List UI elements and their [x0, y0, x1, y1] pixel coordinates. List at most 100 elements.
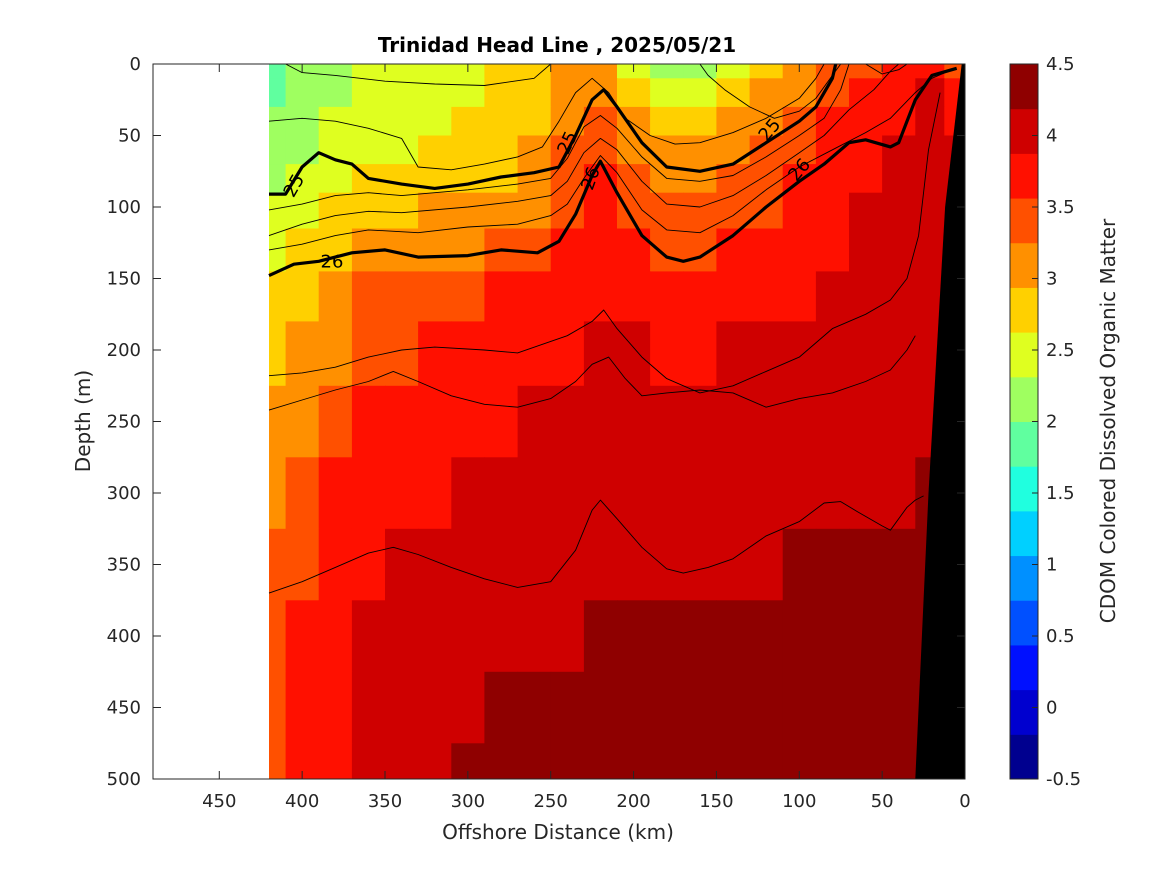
field-cell — [550, 321, 585, 387]
field-cell — [269, 228, 287, 272]
field-cell — [285, 321, 320, 387]
field-cell — [716, 106, 751, 137]
y-tick-label: 500 — [107, 769, 141, 790]
field-cell — [815, 600, 850, 673]
field-cell — [517, 671, 552, 744]
field-cell — [385, 164, 419, 194]
field-cell — [484, 457, 519, 530]
field-cell — [269, 135, 287, 165]
field-cell — [617, 600, 651, 673]
field-cell — [583, 106, 618, 137]
colorbar-tick-label: 0 — [1046, 698, 1057, 719]
field-cell — [385, 321, 419, 387]
colorbar-swatch — [1010, 153, 1038, 199]
isopycnal-line — [699, 64, 842, 119]
field-cell — [882, 671, 916, 744]
field-cell — [517, 600, 552, 673]
field-cell — [716, 457, 751, 530]
field-cell — [484, 192, 519, 230]
field-cell — [351, 743, 386, 779]
field-cell — [269, 457, 287, 530]
y-tick-label: 150 — [107, 269, 141, 290]
field-cell — [815, 321, 850, 387]
y-tick-label: 350 — [107, 555, 141, 576]
field-cell — [484, 671, 519, 744]
x-tick-label: 0 — [959, 791, 970, 812]
field-cell — [385, 135, 419, 165]
y-tick-label: 50 — [118, 126, 141, 147]
field-cell — [849, 164, 883, 194]
field-cell — [269, 271, 287, 322]
colorbar-swatch — [1010, 600, 1038, 646]
field-cell — [782, 528, 817, 601]
field-cell — [351, 321, 386, 387]
field-cell — [617, 457, 651, 530]
x-tick-label: 400 — [285, 791, 319, 812]
field-cell — [650, 671, 684, 744]
field-cell — [849, 321, 883, 387]
isopycnal-bold-line — [268, 66, 958, 278]
field-cell — [418, 671, 452, 744]
field-cell — [683, 600, 717, 673]
field-cell — [882, 385, 916, 458]
field-cell — [683, 64, 717, 79]
field-cell — [385, 192, 419, 230]
field-cell — [318, 64, 353, 79]
field-cell — [583, 228, 618, 272]
field-cell — [849, 457, 883, 530]
colorbar-swatch — [1010, 376, 1038, 422]
field-cell — [749, 671, 784, 744]
field-cell — [650, 192, 684, 230]
field-cell — [716, 528, 751, 601]
field-cell — [385, 106, 419, 137]
isopycnal-line — [268, 64, 899, 237]
field-cell — [583, 743, 618, 779]
colorbar-swatch — [1010, 332, 1038, 378]
field-cell — [517, 64, 552, 79]
field-cell — [451, 192, 485, 230]
x-tick-label: 300 — [451, 791, 485, 812]
field-cell — [269, 106, 287, 137]
field-cell — [683, 457, 717, 530]
field-cell — [617, 228, 651, 272]
field-cell — [318, 164, 353, 194]
field-cell — [517, 457, 552, 530]
field-cell — [517, 528, 552, 601]
y-tick-label: 450 — [107, 698, 141, 719]
field-cell — [484, 743, 519, 779]
field-cell — [517, 78, 552, 108]
field-cell — [882, 743, 916, 779]
field-cell — [849, 192, 883, 230]
colorbar-tick-label: 3.5 — [1046, 197, 1075, 218]
field-cell — [782, 271, 817, 322]
field-cell — [285, 671, 320, 744]
field-cell — [749, 743, 784, 779]
field-cell — [882, 78, 916, 108]
y-tick-label: 400 — [107, 626, 141, 647]
colorbar-ticks: 4.5 4 3.5 3 2.5 2 1.5 1 0.5 0 -0.5 — [1032, 54, 1081, 790]
isopycnal-line — [268, 70, 949, 251]
field-cell — [583, 385, 618, 458]
field-cell — [683, 671, 717, 744]
field-cell — [583, 64, 618, 79]
colorbar-swatch — [1010, 734, 1038, 780]
field-cell — [683, 743, 717, 779]
field-cell — [849, 600, 883, 673]
field-cell — [650, 228, 684, 272]
field-cell — [269, 164, 287, 194]
field-cell — [484, 106, 519, 137]
x-tick-label: 100 — [782, 791, 816, 812]
field-cell — [285, 528, 320, 601]
isopycnal-contours — [268, 64, 958, 594]
field-cell — [550, 228, 585, 272]
x-tick-label: 200 — [616, 791, 650, 812]
colorbar — [1010, 64, 1038, 780]
field-cell — [683, 192, 717, 230]
field-cell — [749, 228, 784, 272]
field-cell — [285, 78, 320, 108]
isopycnal-line — [268, 495, 924, 594]
field-cell — [915, 228, 945, 272]
field-cell — [849, 385, 883, 458]
field-cell — [617, 78, 651, 108]
field-cell — [815, 528, 850, 601]
